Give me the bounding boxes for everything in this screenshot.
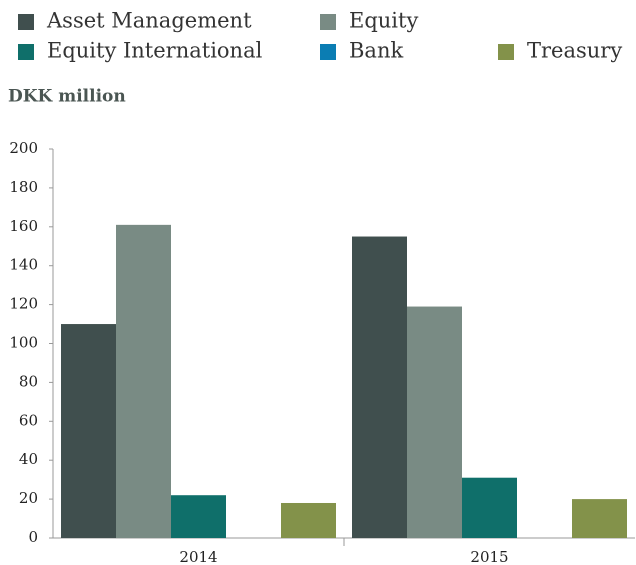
legend-label: Equity International — [47, 39, 263, 63]
y-tick-label: 180 — [9, 178, 38, 196]
legend-swatch — [18, 14, 34, 30]
y-tick-label: 200 — [9, 139, 38, 157]
bar — [407, 306, 462, 538]
legend-label: Asset Management — [46, 9, 252, 33]
bar — [462, 477, 517, 538]
y-tick-label: 20 — [19, 489, 38, 507]
legend-label: Bank — [349, 39, 403, 63]
bar — [281, 502, 336, 538]
x-tick-label: 2014 — [179, 548, 217, 565]
y-tick-label: 140 — [9, 256, 38, 274]
bar — [116, 224, 171, 539]
legend-label: Treasury — [527, 39, 622, 63]
bar — [171, 495, 226, 538]
legend-swatch — [320, 14, 336, 30]
y-axis-label: DKK million — [8, 87, 126, 107]
y-tick-label: 80 — [19, 372, 38, 390]
legend-swatch — [18, 44, 34, 60]
legend-swatch — [498, 44, 514, 60]
y-tick-label: 0 — [28, 528, 38, 546]
y-tick-label: 120 — [9, 295, 38, 313]
x-tick-label: 2015 — [470, 548, 508, 565]
y-tick-label: 60 — [19, 411, 38, 429]
bar — [572, 499, 627, 538]
y-tick-label: 100 — [9, 334, 38, 352]
y-tick-label: 40 — [19, 450, 38, 468]
legend-label: Equity — [349, 9, 418, 33]
y-tick-label: 160 — [9, 217, 38, 235]
legend-swatch — [320, 44, 336, 60]
bar — [352, 236, 407, 538]
bar — [61, 324, 116, 538]
